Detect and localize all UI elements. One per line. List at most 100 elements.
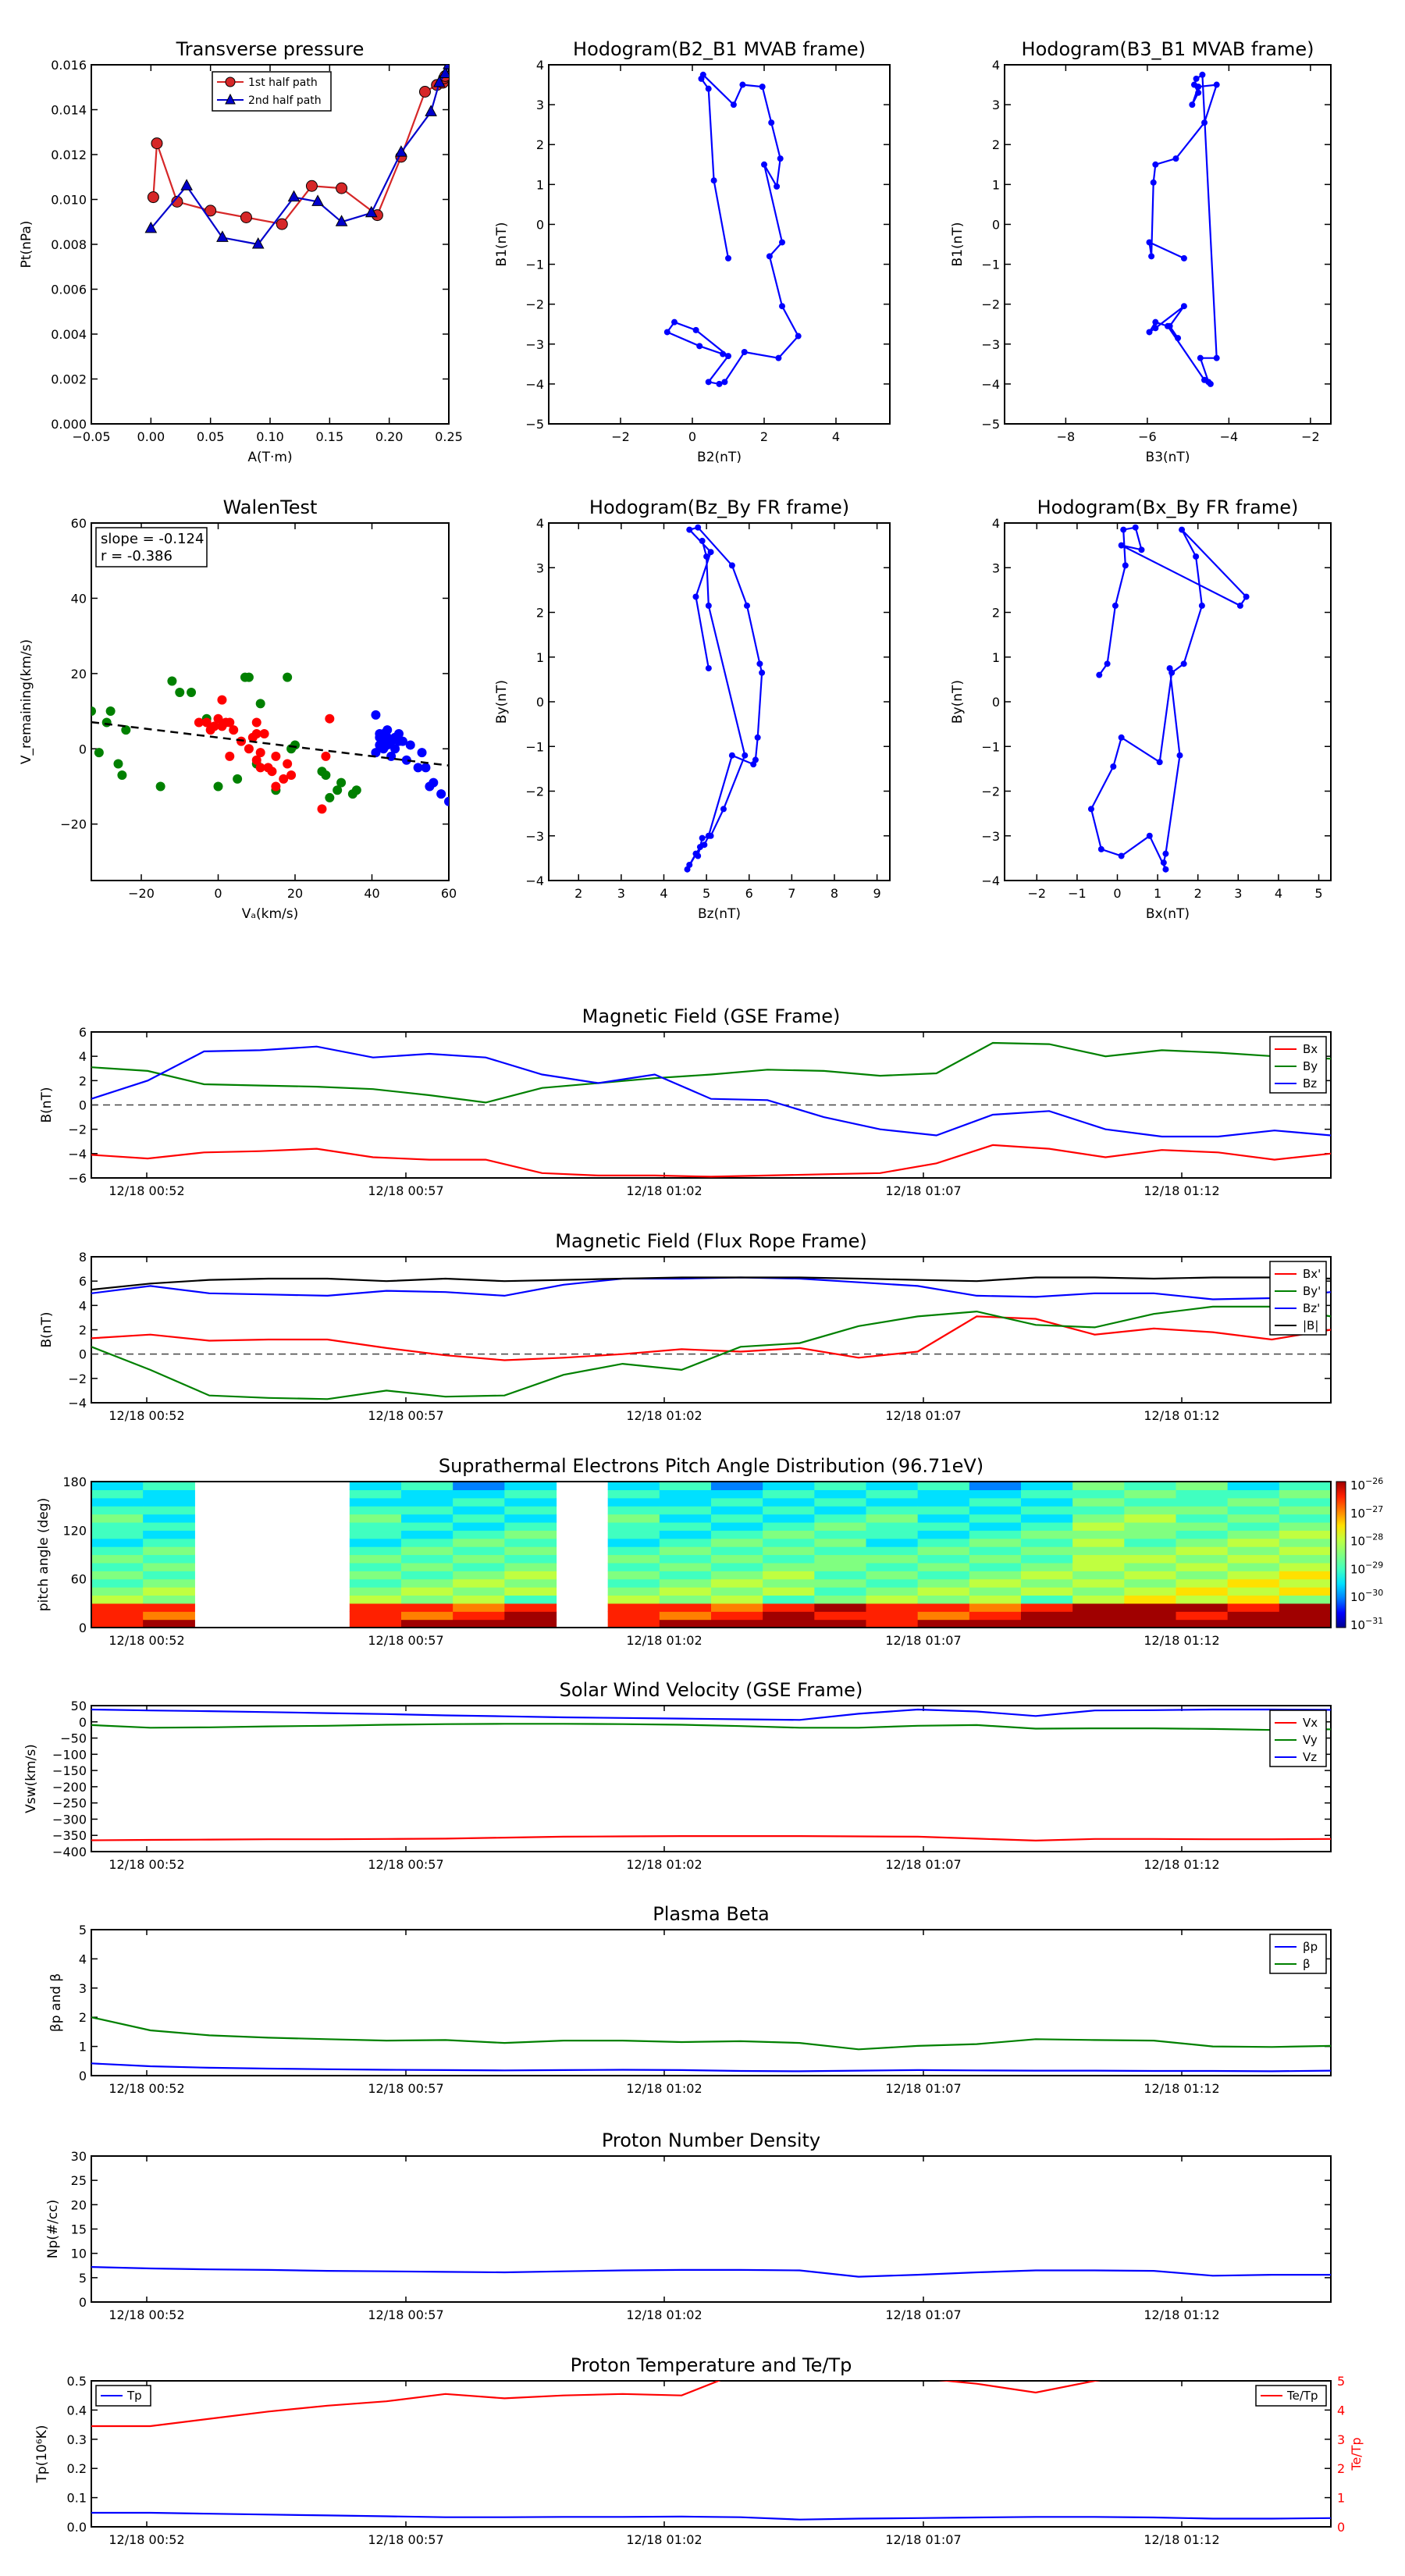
pad-cell	[917, 1619, 970, 1628]
hod2-ytick-label: 4	[992, 58, 1000, 73]
hod3-ylabel: By(nT)	[494, 680, 510, 724]
hod3-ytick-label: −1	[525, 739, 544, 754]
pad-cell	[659, 1521, 712, 1531]
pad-cell	[504, 1611, 557, 1621]
vsw-time-label: 12/18 00:57	[368, 1857, 443, 1872]
pad-cell	[659, 1482, 712, 1490]
walen-panel: WalenTest −20 0 20 40 60 −20 0 20 40 60 Vₐ(km/s) V_r…	[19, 496, 457, 922]
vsw-series-Vz	[91, 1708, 1331, 1721]
pad-cell	[917, 1497, 970, 1507]
tp-xtick-label: −0.05	[72, 429, 110, 444]
pad-cell	[143, 1611, 195, 1621]
hod4-series-line	[1090, 526, 1248, 870]
pad-colorbar-label: 10−26	[1350, 1476, 1383, 1493]
hod3-point	[728, 752, 735, 759]
np-time-label: 12/18 01:02	[626, 2307, 702, 2322]
pad-cell	[1072, 1595, 1125, 1604]
pad-cell	[711, 1506, 763, 1515]
pad-cell	[763, 1554, 815, 1564]
pad-cell	[1124, 1611, 1177, 1621]
pad-cell	[349, 1603, 402, 1612]
pad-cell	[1227, 1489, 1280, 1499]
bgse-ytick-label: −6	[68, 1171, 87, 1186]
pad-cell	[1279, 1619, 1332, 1628]
tpr-ytick-label: 0.1	[67, 2491, 87, 2506]
pad-cell	[607, 1546, 660, 1556]
hod3-frame	[548, 522, 891, 881]
pad-cell	[91, 1514, 144, 1523]
hod4-point	[1096, 671, 1103, 678]
tpr-legend-right-label: Te/Tp	[1286, 2389, 1318, 2403]
pad-cell	[504, 1497, 557, 1507]
pad-cell	[349, 1595, 402, 1604]
pad-colorbar-label: 10−30	[1350, 1588, 1383, 1604]
beta-time-label: 12/18 00:52	[108, 2081, 184, 2096]
hod1-point	[779, 303, 785, 310]
pad-cell	[143, 1554, 195, 1564]
pad-cell	[814, 1571, 867, 1580]
walen-xtick-label: 40	[364, 886, 379, 901]
hod2-ytick-label: −2	[981, 297, 1000, 312]
plots-layer: Transverse pressure−0.05 0.00 0.05 0.10 0.15…	[19, 38, 1383, 2547]
tpr-title: Proton Temperature and Te/Tp	[571, 2354, 852, 2376]
pad-cell	[1124, 1619, 1177, 1628]
pad-cell	[1072, 1578, 1125, 1588]
pad-cell	[711, 1619, 763, 1628]
pad-cell	[607, 1506, 660, 1515]
np-ytick-label: 15	[71, 2222, 87, 2237]
pad-cell	[1021, 1538, 1073, 1547]
pad-cell	[1124, 1595, 1177, 1604]
hod1-point	[777, 155, 784, 162]
walen-point-late	[444, 796, 449, 806]
pad-cell	[349, 1521, 402, 1531]
pad-cell	[711, 1546, 763, 1556]
walen-xtick-label: 0	[214, 886, 222, 901]
walen-point-early	[187, 687, 197, 697]
np-ytick-label: 5	[79, 2271, 87, 2286]
hod1-point	[692, 326, 699, 333]
pad-cell	[504, 1603, 557, 1612]
walen-point-late	[417, 748, 427, 758]
pad-cell	[814, 1521, 867, 1531]
hod1-ytick-label: −2	[525, 297, 544, 312]
pad-cell	[1072, 1497, 1125, 1507]
pad-cell	[607, 1514, 660, 1523]
pad-cell	[659, 1514, 712, 1523]
pad-cell	[1279, 1603, 1332, 1612]
walen-point-middle	[251, 717, 261, 728]
hod3-xtick-label: 7	[788, 886, 795, 901]
hod4-point	[1179, 526, 1186, 533]
pad-cell	[143, 1538, 195, 1547]
hod4-point	[1110, 763, 1117, 770]
tp-ytick-label: 0.016	[51, 58, 87, 73]
pad-cell	[659, 1497, 712, 1507]
walen-point-late	[401, 755, 411, 765]
hod4-point	[1162, 850, 1169, 857]
pad-cell	[1176, 1562, 1229, 1571]
pad-cell	[1227, 1538, 1280, 1547]
hod1-point	[774, 183, 781, 190]
walen-point-middle	[325, 713, 335, 724]
pad-cell	[659, 1611, 712, 1621]
bfr-series-Bz'	[91, 1276, 1331, 1300]
pad-cell	[1279, 1497, 1332, 1507]
pad-cell	[1021, 1514, 1073, 1523]
hod4-ytick-label: −4	[981, 873, 1000, 888]
pad-cell	[866, 1578, 919, 1588]
pad-cell	[91, 1546, 144, 1556]
pad-cell	[349, 1514, 402, 1523]
pad-cell	[969, 1489, 1022, 1499]
pad-colorbar-exponent: −26	[1365, 1476, 1383, 1486]
hod3-point	[759, 669, 766, 676]
pad-ytick-label: 0	[79, 1621, 87, 1635]
pad-cell	[969, 1506, 1022, 1515]
pad-cell	[453, 1538, 505, 1547]
walen-point-early	[290, 740, 301, 750]
pad-colorbar-label: 10−31	[1350, 1616, 1383, 1632]
pad-cell	[763, 1603, 815, 1612]
bfr-ytick-label: 2	[79, 1323, 87, 1338]
pad-cell	[659, 1489, 712, 1499]
pad-cell	[504, 1546, 557, 1556]
bfr-series-group	[91, 1276, 1331, 1400]
np-ylabel: Np(#/cc)	[45, 2200, 61, 2258]
